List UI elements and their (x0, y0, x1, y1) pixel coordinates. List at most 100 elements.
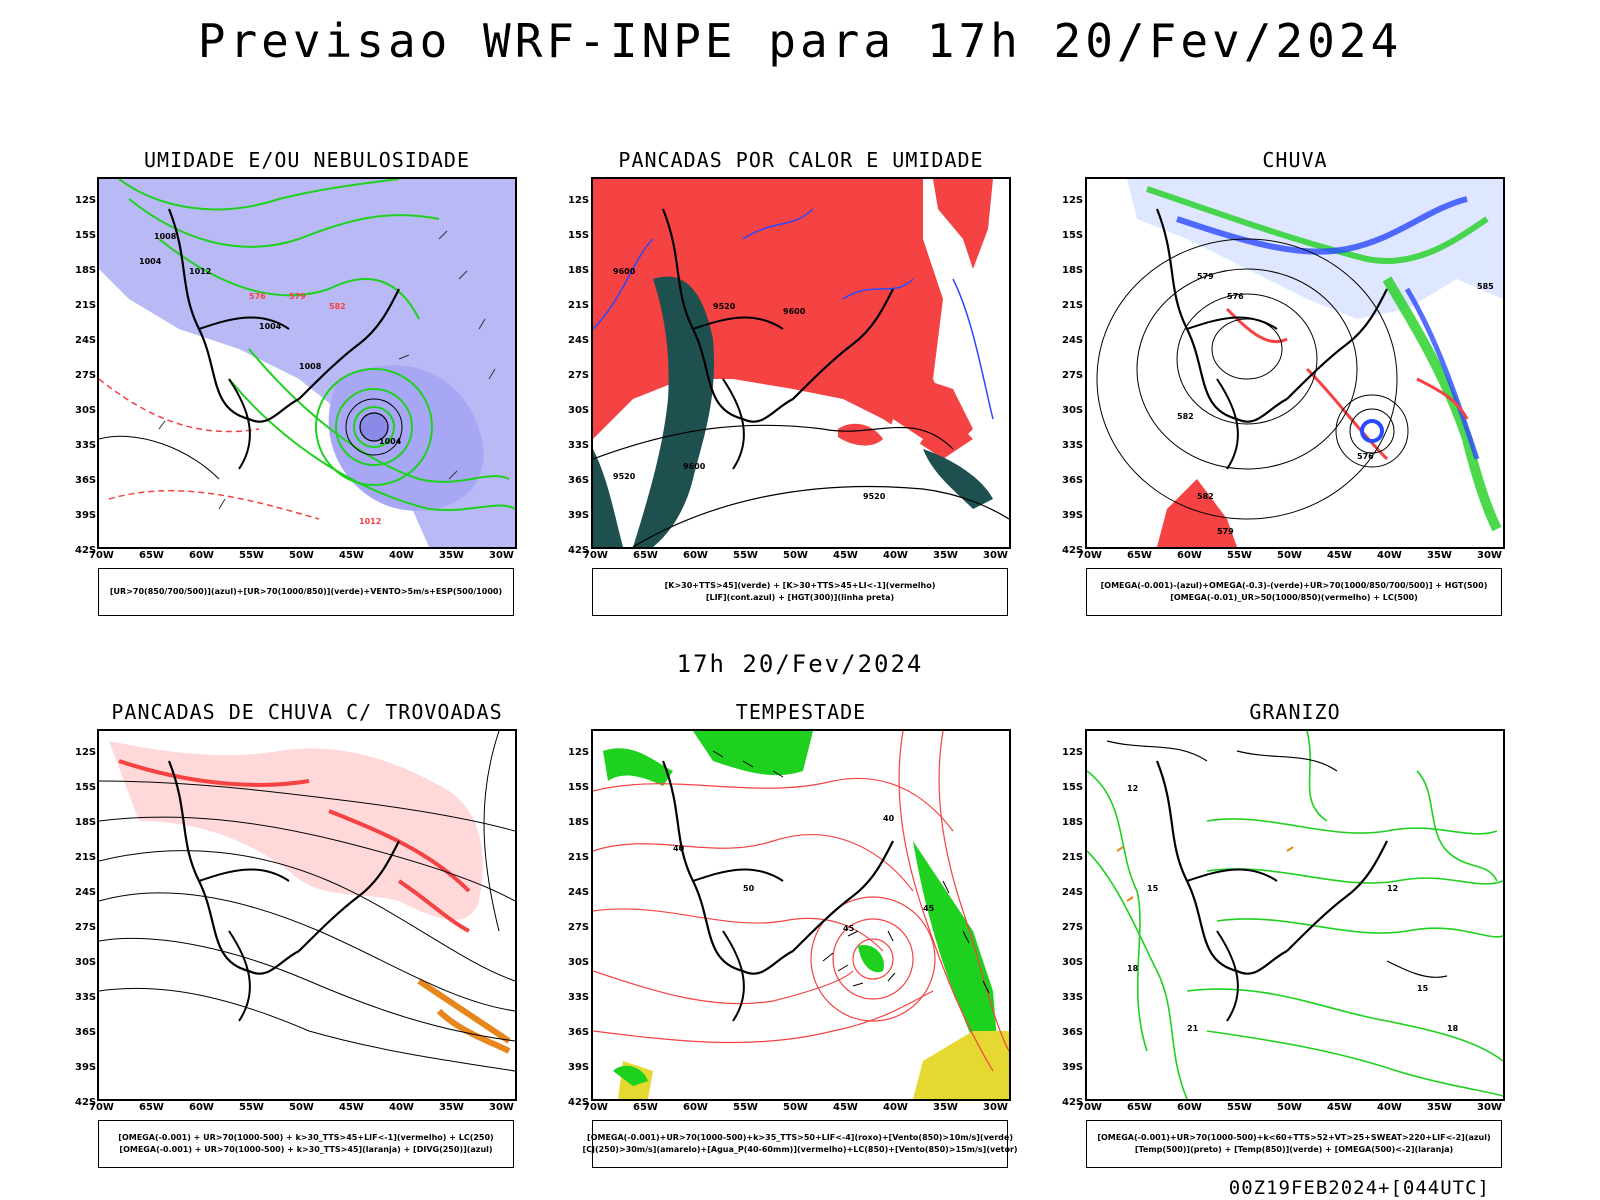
legend-line: [LIF](cont.azul) + [HGT(300)](linha pret… (705, 593, 895, 602)
lat-label: 21S (1062, 300, 1084, 311)
lat-label: 18S (568, 265, 590, 276)
legend-line: [OMEGA(-0.001) + UR>70(1000-500) + k>30_… (118, 1133, 494, 1142)
valid-time-subtitle: 17h 20/Fev/2024 (676, 650, 924, 678)
lat-label: 15S (75, 230, 97, 241)
panel-title-tempestade: TEMPESTADE (735, 700, 867, 724)
contour-label: 45 (843, 924, 855, 933)
cyclone-humidity-area (328, 365, 484, 511)
lon-label: 35W (439, 550, 464, 561)
lat-label: 36S (1062, 475, 1084, 486)
lat-label: 27S (568, 922, 590, 933)
lat-label: 36S (1062, 1027, 1084, 1038)
map-trovoadas (97, 729, 517, 1101)
contour-label: 9600 (683, 462, 706, 471)
contour-label: 9520 (613, 472, 636, 481)
legend-line: [UR>70(850/700/500)](azul)+[UR>70(1000/8… (109, 587, 503, 596)
lon-label: 45W (339, 1102, 364, 1113)
contour-label: 18 (1447, 1024, 1459, 1033)
lat-label: 24S (75, 335, 97, 346)
lat-label: 18S (568, 817, 590, 828)
lat-label: 42S (568, 545, 590, 556)
lon-label: 40W (389, 550, 414, 561)
instability-red-area (593, 179, 973, 459)
lon-label: 60W (1177, 1102, 1202, 1113)
map-pancadas-calor-graphic: 9600 9520 9600 9520 9600 9520 (593, 179, 1009, 547)
lon-label: 65W (1127, 1102, 1152, 1113)
legend-chuva: [OMEGA(-0.001)-(azul)+OMEGA(-0.3)-(verde… (1086, 568, 1502, 616)
lon-label: 55W (733, 550, 758, 561)
map-umidade-graphic: 1004 1008 1012 1004 1008 1004 576 579 582 1012 (99, 179, 515, 547)
panel-title-trovoadas: PANCADAS DE CHUVA C/ TROVOADAS (111, 700, 503, 724)
lon-label: 35W (1427, 550, 1452, 561)
run-info-footer: 00Z19FEB2024+[044UTC] (1228, 1177, 1490, 1199)
legend-tempestade: [OMEGA(-0.001)+UR>70(1000-500)+k>35_TTS>… (582, 1120, 1018, 1168)
lat-label: 18S (1062, 265, 1084, 276)
contour-label: 50 (743, 884, 755, 893)
map-chuva-graphic: 579 576 582 585 582 576 579 (1096, 179, 1503, 547)
contour-label: 1012 (359, 517, 381, 526)
legend-line: [K>30+TTS>45](verde) + [K>30+TTS>45+LI<-… (664, 581, 936, 590)
legend-line: [Temp(500)](preto) + [Temp(850)](verde) … (1134, 1145, 1454, 1154)
legend-line: [OMEGA(-0.001)+UR>70(1000-500)+k<60+TTS>… (1097, 1133, 1491, 1142)
contour-label: 576 (249, 292, 266, 301)
map-tempestade: 40 50 45 40 45 (591, 729, 1011, 1101)
lat-label: 30S (75, 957, 97, 968)
lon-label: 65W (633, 1102, 658, 1113)
map-tempestade-graphic: 40 50 45 40 45 (593, 731, 1009, 1099)
lat-label: 24S (1062, 887, 1084, 898)
lat-label: 24S (568, 335, 590, 346)
lat-label: 39S (75, 510, 97, 521)
lat-label: 42S (75, 545, 97, 556)
strong-wind-green-area (913, 841, 998, 1051)
lon-label: 70W (89, 550, 114, 561)
lon-label: 50W (289, 550, 314, 561)
map-chuva: 579 576 582 585 582 576 579 (1085, 177, 1505, 549)
temp850-green-contours (1087, 731, 1503, 1099)
lat-label: 21S (75, 852, 97, 863)
lat-label: 21S (568, 300, 590, 311)
lon-label: 55W (1227, 550, 1252, 561)
panel-title-umidade: UMIDADE E/OU NEBULOSIDADE (143, 148, 471, 172)
lat-label: 15S (1062, 230, 1084, 241)
lat-label: 36S (568, 1027, 590, 1038)
map-trovoadas-graphic (99, 731, 515, 1072)
contour-label: 1004 (379, 437, 402, 446)
lat-label: 24S (568, 887, 590, 898)
lat-label: 33S (75, 440, 97, 451)
lat-label: 27S (75, 922, 97, 933)
lon-label: 35W (933, 550, 958, 561)
legend-line: [OMEGA(-0.001)-(azul)+OMEGA(-0.3)-(verde… (1100, 581, 1488, 590)
contour-label: 579 (289, 292, 306, 301)
contour-label: 1004 (139, 257, 162, 266)
lat-label: 15S (568, 782, 590, 793)
lon-label: 30W (489, 550, 514, 561)
lat-label: 42S (75, 1097, 97, 1108)
lat-label: 39S (568, 1062, 590, 1073)
contour-label: 45 (923, 904, 935, 913)
contour-label: 15 (1147, 884, 1159, 893)
contour-label: 1004 (259, 322, 282, 331)
lat-label: 12S (568, 747, 590, 758)
contour-label: 15 (1417, 984, 1429, 993)
lat-label: 42S (1062, 545, 1084, 556)
lon-label: 65W (139, 550, 164, 561)
lat-label: 33S (75, 992, 97, 1003)
lon-label: 70W (1077, 1102, 1102, 1113)
lat-label: 24S (75, 887, 97, 898)
map-granizo: 12 15 18 21 12 15 18 (1085, 729, 1505, 1101)
legend-trovoadas: [OMEGA(-0.001) + UR>70(1000-500) + k>30_… (98, 1120, 514, 1168)
lat-label: 30S (568, 405, 590, 416)
lon-label: 30W (983, 1102, 1008, 1113)
lat-label: 33S (1062, 440, 1084, 451)
lat-label: 12S (1062, 747, 1084, 758)
contour-label: 582 (329, 302, 346, 311)
contour-label: 585 (1477, 282, 1494, 291)
lat-label: 36S (75, 1027, 97, 1038)
contour-label: 579 (1197, 272, 1214, 281)
map-granizo-graphic: 12 15 18 21 12 15 18 (1087, 731, 1503, 1099)
lon-label: 45W (1327, 1102, 1352, 1113)
contour-label: 1008 (154, 232, 177, 241)
lat-label: 33S (568, 992, 590, 1003)
contour-label: 9600 (783, 307, 806, 316)
lon-label: 70W (583, 1102, 608, 1113)
